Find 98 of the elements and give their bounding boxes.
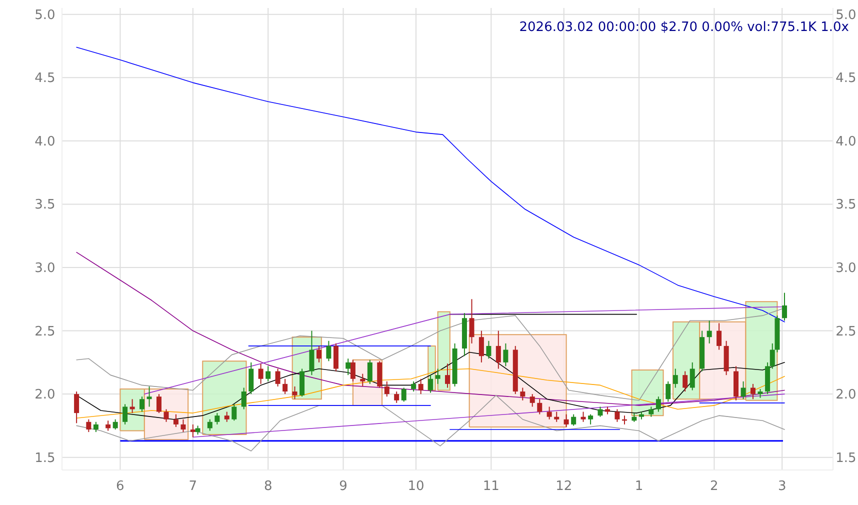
candlestick <box>156 394 162 414</box>
text: 2026.03.02 00:00:00 $2.70 0.00% vol:775.1K 1.0x <box>519 20 850 35</box>
candlestick <box>530 394 535 408</box>
candlestick <box>214 412 220 425</box>
x-tick-label: 9 <box>339 479 348 494</box>
y-tick-label: 4.5 <box>34 71 56 86</box>
candlestick <box>394 391 400 404</box>
candlestick <box>580 411 586 422</box>
x-tick-label: 2 <box>710 479 718 494</box>
candlestick <box>74 391 80 424</box>
y-tick-label: 3.0 <box>34 261 56 276</box>
candlestick <box>706 320 712 344</box>
candlestick <box>445 363 450 388</box>
candlestick <box>469 298 474 344</box>
candlestick <box>266 366 271 382</box>
candlestick <box>316 345 322 363</box>
candlestick <box>716 322 722 350</box>
candlestick <box>333 342 338 372</box>
candlestick <box>326 340 332 362</box>
x-tick-label: 6 <box>116 479 124 494</box>
candlestick <box>241 387 246 410</box>
candlestick <box>401 387 406 402</box>
candlestick <box>360 373 366 387</box>
candlestick <box>546 406 552 420</box>
candlestick <box>554 411 560 422</box>
candlestick <box>750 383 756 400</box>
y2-tick-label: 5.0 <box>836 8 856 23</box>
x-tick-label: 7 <box>188 479 198 494</box>
candlestick <box>367 359 372 384</box>
candlestick <box>656 396 661 412</box>
y2-tick-label: 2.0 <box>836 388 856 403</box>
x-tick-label: 11 <box>482 479 500 494</box>
candlestick <box>207 418 212 432</box>
candlestick <box>292 386 298 400</box>
candlestick <box>224 411 230 422</box>
y-tick-label: 3.5 <box>34 198 56 213</box>
candlestick <box>309 330 314 376</box>
x-tick-label: 1 <box>634 479 644 494</box>
candlestick <box>411 380 416 392</box>
candlestick <box>122 404 128 425</box>
candlestick <box>690 362 695 391</box>
candlestick <box>190 424 196 438</box>
candlestick <box>384 380 390 398</box>
candlestick <box>86 418 92 433</box>
line-series <box>76 368 785 419</box>
candlestick <box>282 378 288 395</box>
candlestick <box>112 418 118 430</box>
candlestick <box>666 380 671 402</box>
candlestick <box>614 408 620 422</box>
x-tick-label: 12 <box>556 479 572 494</box>
candlestick <box>598 406 603 418</box>
candlestick <box>140 396 145 412</box>
candlestick <box>130 398 135 414</box>
candlestick <box>672 368 678 388</box>
y-tick-label: 1.5 <box>34 450 56 466</box>
candlestick <box>275 368 280 387</box>
candlestick <box>146 386 152 408</box>
candlestick <box>537 398 542 415</box>
candlestick <box>740 380 746 400</box>
candlestick <box>588 414 594 425</box>
y2-tick-label: 3.5 <box>836 198 856 213</box>
candlestick <box>106 420 111 432</box>
line-series <box>76 252 785 406</box>
candlestick <box>571 414 576 426</box>
y-tick-label: 2.0 <box>34 388 56 403</box>
candlestick <box>164 408 169 422</box>
candlestick <box>173 414 178 428</box>
candlestick <box>248 362 254 395</box>
candlestick <box>346 358 351 376</box>
x-tick-label: 3 <box>778 479 786 494</box>
y2-tick-label: 3.0 <box>836 261 856 276</box>
candlestick <box>418 378 424 395</box>
candlestick <box>93 421 98 433</box>
line-series <box>76 394 785 452</box>
candlestick <box>232 404 237 422</box>
y-tick-label: 4.0 <box>34 134 56 150</box>
candlestick <box>496 330 501 370</box>
candlestick <box>258 363 264 384</box>
candlestick <box>350 359 356 382</box>
y2-tick-label: 4.5 <box>836 71 856 86</box>
y2-tick-label: 1.5 <box>836 450 856 466</box>
candlestick <box>520 387 526 401</box>
y2-tick-label: 4.0 <box>836 134 856 150</box>
candlestick <box>648 406 654 418</box>
x-tick-label: 10 <box>408 479 424 494</box>
candlestick <box>503 342 508 367</box>
y2-tick-label: 2.5 <box>836 324 856 340</box>
candlestick <box>486 340 492 360</box>
candlestick <box>180 418 186 433</box>
candlestick <box>478 330 484 363</box>
y-tick-label: 2.5 <box>34 324 56 340</box>
candlestick <box>435 368 440 384</box>
candlestick <box>682 370 688 392</box>
candlestick <box>564 414 569 428</box>
line-series <box>76 46 785 322</box>
x-tick-label: 8 <box>264 479 272 494</box>
y-tick-label: 5.0 <box>34 8 56 23</box>
candlestick <box>782 292 788 322</box>
